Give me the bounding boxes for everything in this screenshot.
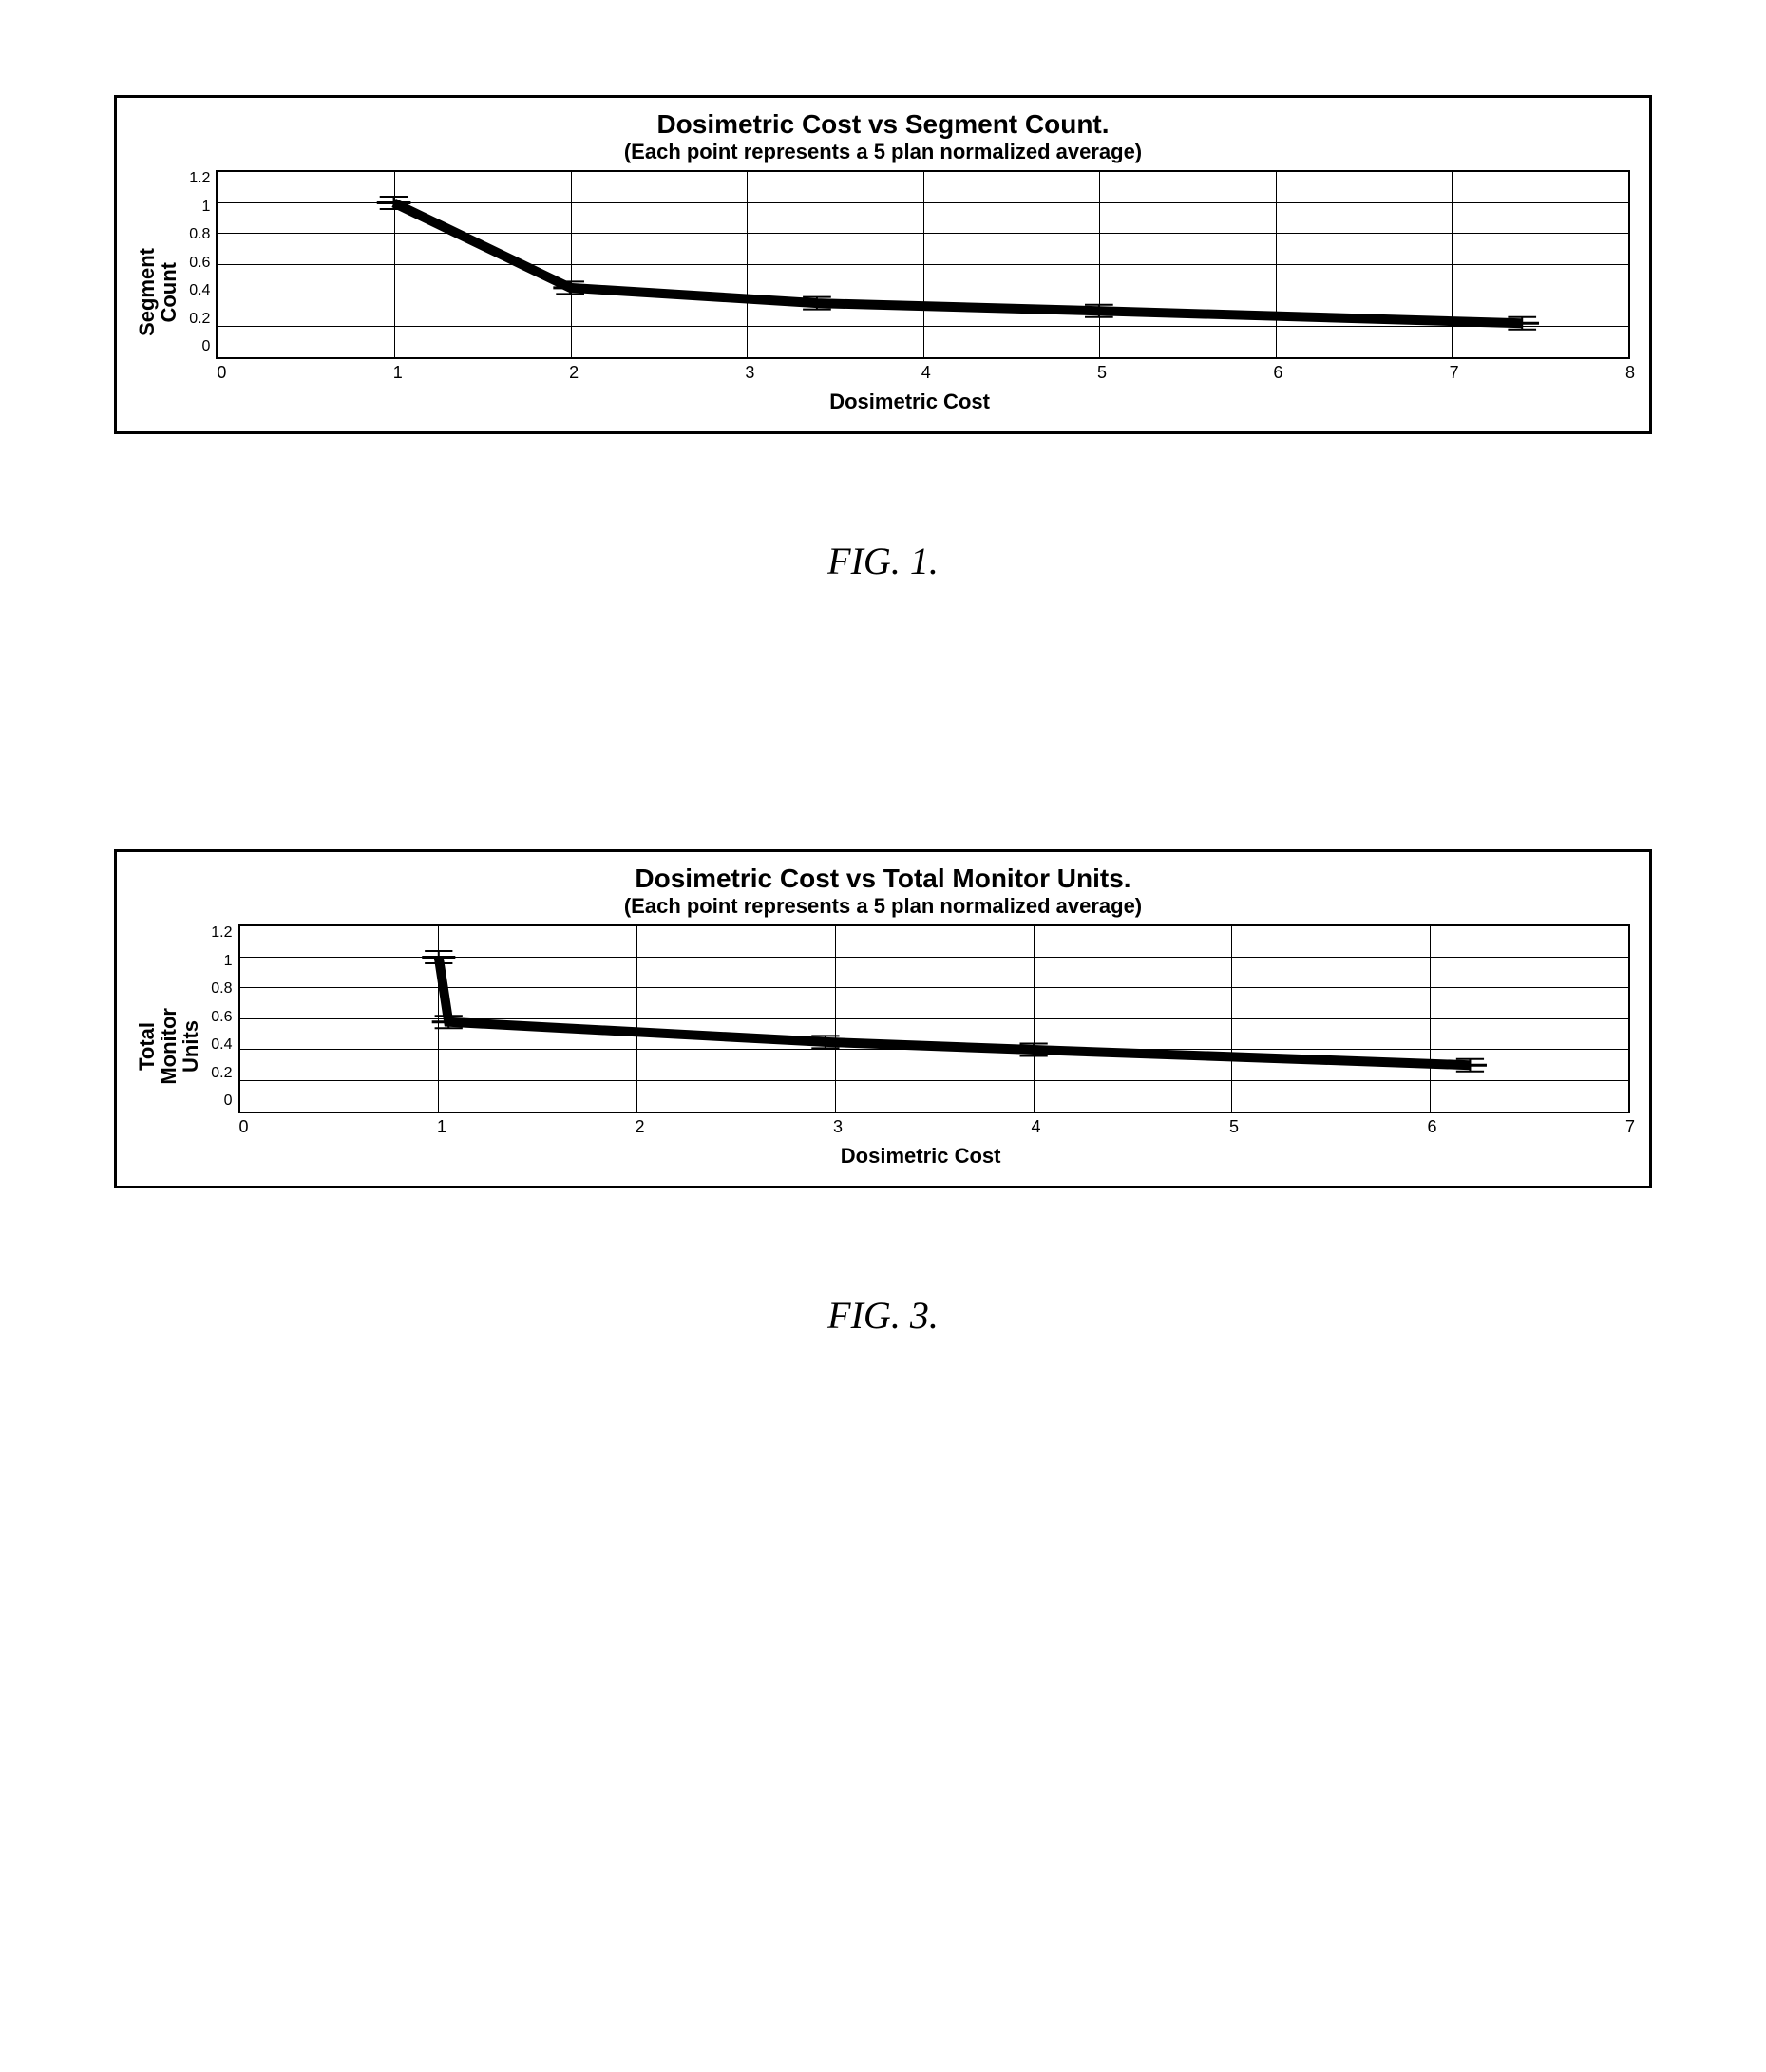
figure: Dosimetric Cost vs Segment Count.(Each p…: [114, 95, 1652, 583]
y-tick-label: 0.8: [211, 980, 232, 998]
x-tick-label: 8: [1625, 363, 1635, 383]
x-axis-label: Dosimetric Cost: [211, 1144, 1630, 1169]
chart-subtitle: (Each point represents a 5 plan normaliz…: [136, 140, 1630, 164]
y-tick-label: 0.6: [189, 255, 210, 272]
x-tick-label: 3: [745, 363, 754, 383]
figure-caption: FIG. 1.: [114, 539, 1652, 583]
x-tick-label: 6: [1427, 1117, 1436, 1137]
plot-row: 1.2 1 0.8 0.6 0.4 0.2 0: [189, 170, 1630, 359]
series-line: [394, 203, 1523, 324]
x-tick-label: 2: [636, 1117, 645, 1137]
x-tick-label: 7: [1625, 1117, 1635, 1137]
chart-subtitle: (Each point represents a 5 plan normaliz…: [136, 894, 1630, 919]
plot-column: 1.210.80.60.40.20012345678Dosimetric Cos…: [189, 170, 1630, 414]
x-tick-label: 7: [1450, 363, 1459, 383]
y-ticks: 1.2 1 0.8 0.6 0.4 0.2 0: [211, 924, 237, 1110]
chart-title-block: Dosimetric Cost vs Segment Count.(Each p…: [136, 109, 1630, 164]
x-tick-label: 0: [217, 363, 226, 383]
chart-panel: Dosimetric Cost vs Total Monitor Units.(…: [114, 849, 1652, 1188]
plot-column: 1.210.80.60.40.2001234567Dosimetric Cost: [211, 924, 1630, 1169]
figure-caption: FIG. 3.: [114, 1293, 1652, 1338]
chart-area: Segment Count1.210.80.60.40.20012345678D…: [136, 170, 1630, 414]
series-line: [438, 958, 1470, 1066]
x-tick-label: 3: [833, 1117, 843, 1137]
y-tick-label: 1.2: [189, 170, 210, 187]
y-tick-label: 1: [202, 199, 211, 216]
x-ticks: 01234567: [211, 1117, 1630, 1138]
chart-svg: [218, 172, 1628, 357]
y-tick-label: 0.8: [189, 226, 210, 243]
x-ticks: 012345678: [189, 363, 1630, 384]
plot-box: [238, 924, 1630, 1113]
chart-title: Dosimetric Cost vs Total Monitor Units.: [136, 864, 1630, 894]
x-tick-label: 2: [569, 363, 579, 383]
x-tick-label: 1: [393, 363, 403, 383]
chart-title: Dosimetric Cost vs Segment Count.: [136, 109, 1630, 140]
x-tick-row: 012345678: [221, 363, 1630, 384]
chart-area: Total Monitor Units 1.2 1 0.8 0.6 0.4 0.2 00 1 2 3…: [136, 924, 1630, 1169]
plot-box: [216, 170, 1630, 359]
y-tick-label: 0: [202, 338, 211, 355]
x-tick-label: 6: [1273, 363, 1282, 383]
y-tick-label: 0: [224, 1093, 233, 1110]
y-tick-label: 0.2: [211, 1065, 232, 1082]
x-tick-row: 01234567: [244, 1117, 1630, 1138]
y-tick-label: 1: [224, 953, 233, 970]
x-tick-label: 5: [1097, 363, 1107, 383]
x-tick-label: 5: [1229, 1117, 1239, 1137]
y-axis-label: Total Monitor Units: [136, 1008, 211, 1085]
y-ticks: 1.2 1 0.8 0.6 0.4 0.2 0: [189, 170, 216, 355]
plot-row: 1.2 1 0.8 0.6 0.4 0.2 0: [211, 924, 1630, 1113]
y-axis-label: Segment Count: [136, 248, 189, 336]
chart-title-block: Dosimetric Cost vs Total Monitor Units.(…: [136, 864, 1630, 919]
x-tick-label: 4: [921, 363, 931, 383]
chart-panel: Dosimetric Cost vs Segment Count.(Each p…: [114, 95, 1652, 434]
x-tick-label: 1: [437, 1117, 446, 1137]
figure: Dosimetric Cost vs Total Monitor Units.(…: [114, 849, 1652, 1338]
y-tick-label: 0.2: [189, 311, 210, 328]
x-tick-label: 0: [239, 1117, 249, 1137]
x-axis-label: Dosimetric Cost: [189, 390, 1630, 414]
y-tick-label: 1.2: [211, 924, 232, 941]
x-tick-label: 4: [1031, 1117, 1040, 1137]
chart-svg: [240, 926, 1628, 1112]
y-tick-label: 0.4: [189, 282, 210, 299]
y-tick-label: 0.6: [211, 1009, 232, 1026]
y-tick-label: 0.4: [211, 1036, 232, 1054]
